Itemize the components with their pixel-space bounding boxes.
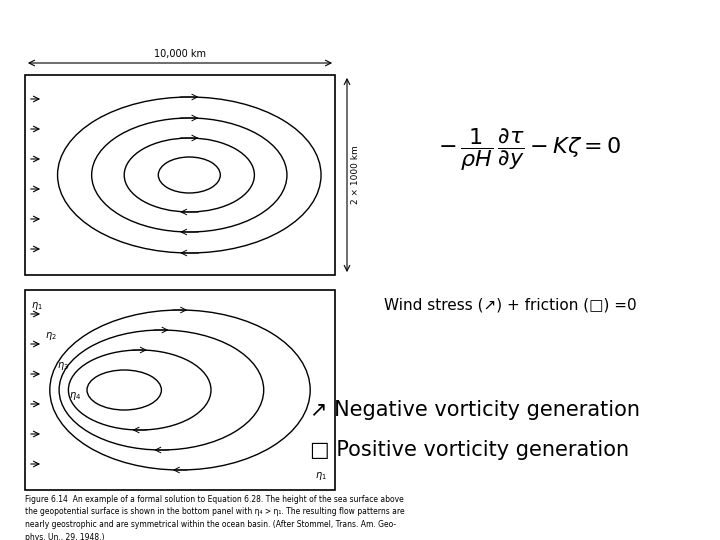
- Text: $-\,\dfrac{1}{\rho H}\,\dfrac{\partial \tau}{\partial y} - K\zeta = 0$: $-\,\dfrac{1}{\rho H}\,\dfrac{\partial \…: [438, 126, 621, 173]
- Text: Figure 6.14  An example of a formal solution to Equation 6.28. The height of the: Figure 6.14 An example of a formal solut…: [25, 495, 405, 540]
- Text: $\eta_3$: $\eta_3$: [57, 360, 69, 372]
- Text: ↗ Negative vorticity generation: ↗ Negative vorticity generation: [310, 400, 640, 420]
- Text: $\eta_1$: $\eta_1$: [31, 300, 42, 312]
- Text: Wind stress (↗) + friction (□) =0: Wind stress (↗) + friction (□) =0: [384, 298, 636, 313]
- Text: 2 × 1000 km: 2 × 1000 km: [351, 146, 360, 204]
- Text: 10,000 km: 10,000 km: [154, 49, 206, 59]
- Text: $\eta_1$: $\eta_1$: [315, 470, 327, 482]
- Text: $\eta_2$: $\eta_2$: [45, 330, 57, 342]
- Text: □ Positive vorticity generation: □ Positive vorticity generation: [310, 440, 629, 460]
- Bar: [25, 75, 335, 275]
- Text: $\eta_4$: $\eta_4$: [69, 390, 81, 402]
- Bar: [25, 290, 335, 490]
